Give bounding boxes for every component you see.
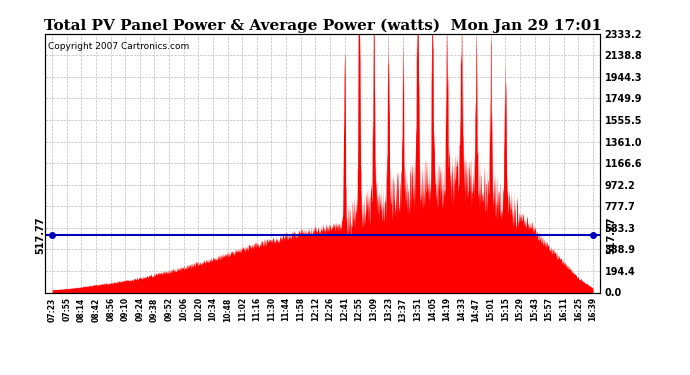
Text: Copyright 2007 Cartronics.com: Copyright 2007 Cartronics.com: [48, 42, 189, 51]
Title: Total PV Panel Power & Average Power (watts)  Mon Jan 29 17:01: Total PV Panel Power & Average Power (wa…: [43, 18, 602, 33]
Text: 517.77: 517.77: [35, 216, 45, 254]
Text: 517.77: 517.77: [606, 216, 616, 254]
